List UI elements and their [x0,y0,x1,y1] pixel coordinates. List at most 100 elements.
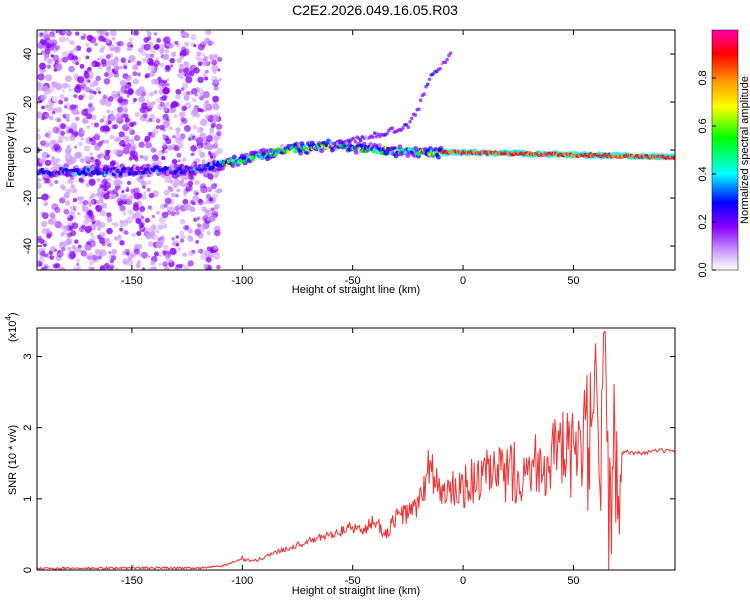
heat-cell [132,121,137,126]
heat-cell [156,240,161,245]
heat-cell [137,260,141,264]
heat-cell [57,118,62,123]
heat-cell [197,199,204,206]
heat-cell [438,66,442,71]
heat-cell [117,97,124,104]
heat-cell [70,230,77,237]
heat-cell [422,92,427,96]
heat-cell [97,255,102,260]
heat-cell [183,124,191,132]
heat-cell [197,242,204,250]
heat-cell [182,31,187,36]
spectrogram-y-label: Frequency (Hz) [5,112,17,188]
heat-cell [179,230,184,235]
heat-cell [77,211,81,216]
heat-cell [110,159,117,166]
heat-cell [96,178,101,182]
heat-cell [179,55,184,60]
heat-cell [38,238,45,244]
heat-cell [127,209,134,216]
heat-cell [159,62,165,68]
heat-cell [158,262,162,267]
heat-cell [88,108,92,113]
heat-cell [218,78,222,82]
heat-cell [116,136,122,142]
heat-cell [97,141,103,147]
heat-cell [153,149,157,153]
snr-ytick-label: 1 [22,496,34,502]
heat-cell [40,267,46,270]
heat-cell [154,117,160,122]
heat-cell [147,205,152,210]
heat-cell [77,244,82,249]
heat-cell [161,117,167,123]
heat-cell [159,48,165,54]
heat-cell [204,41,208,45]
heat-cell [62,30,68,35]
heat-cell [84,172,89,177]
heat-cell [114,267,120,270]
heat-cell [172,182,179,189]
heat-cell [162,133,166,137]
heat-cell [122,73,129,80]
heat-cell [182,198,189,205]
heat-cell [110,47,115,52]
heat-cell [150,66,156,73]
heat-cell [116,236,122,242]
chart-title: C2E2.2026.049.16.05.R03 [292,2,458,18]
heat-cell [85,42,90,47]
heat-cell [181,117,188,125]
heat-cell [109,134,115,140]
heat-cell [79,63,85,69]
heat-cell [128,54,136,63]
heat-cell [143,43,151,51]
heat-cell [159,124,165,131]
heat-cell [172,134,176,139]
heat-cell [149,207,153,212]
heat-cell [51,81,56,86]
heat-cell [202,72,207,78]
heat-cell [197,223,202,228]
heat-cell [183,61,190,68]
heat-cell [179,180,184,184]
colorbar-ticks: 0.0 0.2 0.4 0.6 0.8 [697,70,716,278]
heat-cell [146,99,150,103]
heat-cell [55,106,63,114]
heat-cell [63,40,70,48]
heat-cell [185,76,193,84]
heat-cell [177,159,181,163]
heat-cell [165,48,170,54]
heat-cell [165,101,170,107]
heat-cell [147,240,154,247]
heat-cell [137,251,143,257]
heat-cell [42,85,49,92]
heat-cell [88,94,94,101]
heat-cell [83,219,89,226]
heat-cell [43,243,47,248]
heat-cell [69,135,76,142]
heat-cell [54,221,62,229]
heat-cell [111,110,115,114]
heat-cell [106,227,113,235]
heat-cell [101,202,107,209]
heat-cell [83,214,90,220]
snr-xtick-label: -100 [231,575,253,587]
heat-cell [87,79,91,83]
heat-cell [192,186,197,191]
heat-cell [103,153,111,161]
heat-cell [163,36,171,44]
heat-cell [49,211,54,217]
heat-cell [73,172,78,177]
heat-cell [182,48,190,56]
heat-cell [96,153,102,159]
heat-cell [159,235,166,242]
heat-cell [192,201,196,206]
heat-cell [89,62,95,68]
heat-cell [170,64,174,68]
colorbar-tick-label: 0.2 [697,214,709,229]
heat-cell [63,97,69,102]
heat-cell [175,88,182,95]
heat-cell [88,178,96,186]
spectrogram-y-ticks: -40 -20 0 20 40 [22,48,675,254]
heat-cell [153,251,160,257]
